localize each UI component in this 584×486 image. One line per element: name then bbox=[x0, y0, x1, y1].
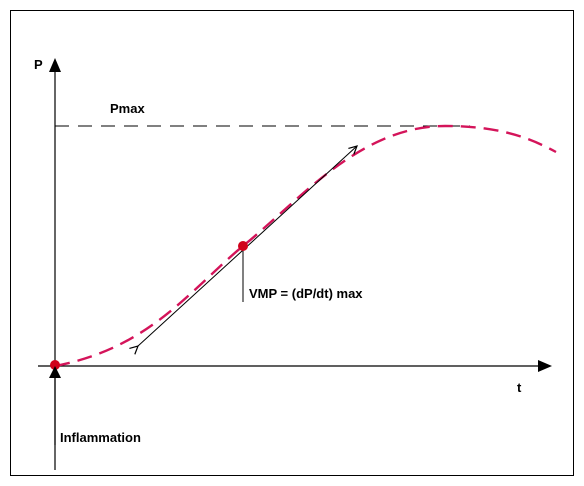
p-axis-label: P bbox=[34, 57, 43, 72]
inflammation-label: Inflammation bbox=[60, 430, 141, 445]
pressure-curve bbox=[54, 124, 557, 368]
vmp-label: VMP = (dP/dt) max bbox=[249, 286, 363, 301]
inflammation-arrowhead bbox=[49, 366, 61, 378]
t-axis-label: t bbox=[517, 380, 522, 395]
inflexion-point bbox=[238, 241, 248, 251]
pmax-label: Pmax bbox=[110, 101, 145, 116]
start-point bbox=[50, 360, 60, 370]
t-axis-arrowhead bbox=[538, 360, 552, 372]
p-axis-arrowhead bbox=[49, 58, 61, 72]
diagram-border bbox=[10, 10, 574, 476]
